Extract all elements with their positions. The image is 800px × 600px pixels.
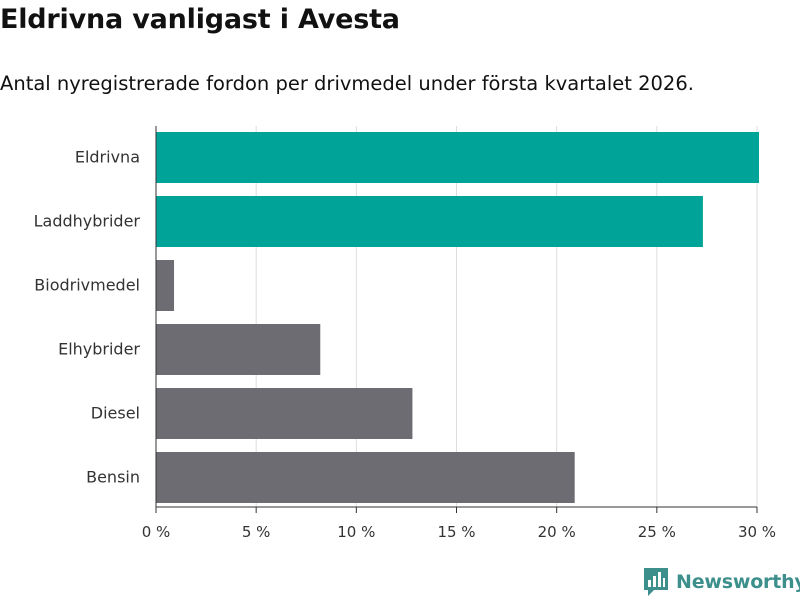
- x-tick-label: 15 %: [437, 523, 475, 541]
- x-tick-label: 5 %: [242, 523, 271, 541]
- category-label: Biodrivmedel: [34, 276, 140, 295]
- x-tick-label: 30 %: [738, 523, 776, 541]
- chart-subtitle: Antal nyregistrerade fordon per drivmede…: [0, 72, 694, 95]
- chart-title: Eldrivna vanligast i Avesta: [0, 4, 400, 35]
- x-tick-label: 25 %: [638, 523, 676, 541]
- category-label: Bensin: [86, 468, 140, 487]
- x-tick-label: 0 %: [142, 523, 171, 541]
- newsworthy-logo-icon: [644, 568, 668, 596]
- bar: [156, 260, 175, 311]
- bar: [156, 324, 321, 375]
- category-label: Diesel: [91, 404, 140, 423]
- bar: [156, 388, 413, 439]
- category-label: Laddhybrider: [34, 212, 141, 231]
- bar: [156, 132, 760, 183]
- bar: [156, 196, 703, 247]
- category-label: Elhybrider: [58, 340, 140, 359]
- brand: Newsworthy: [644, 568, 800, 596]
- x-tick-label: 10 %: [337, 523, 375, 541]
- x-tick-label: 20 %: [538, 523, 576, 541]
- category-label: Eldrivna: [75, 148, 140, 167]
- bar: [156, 452, 575, 503]
- brand-name: Newsworthy: [676, 571, 800, 593]
